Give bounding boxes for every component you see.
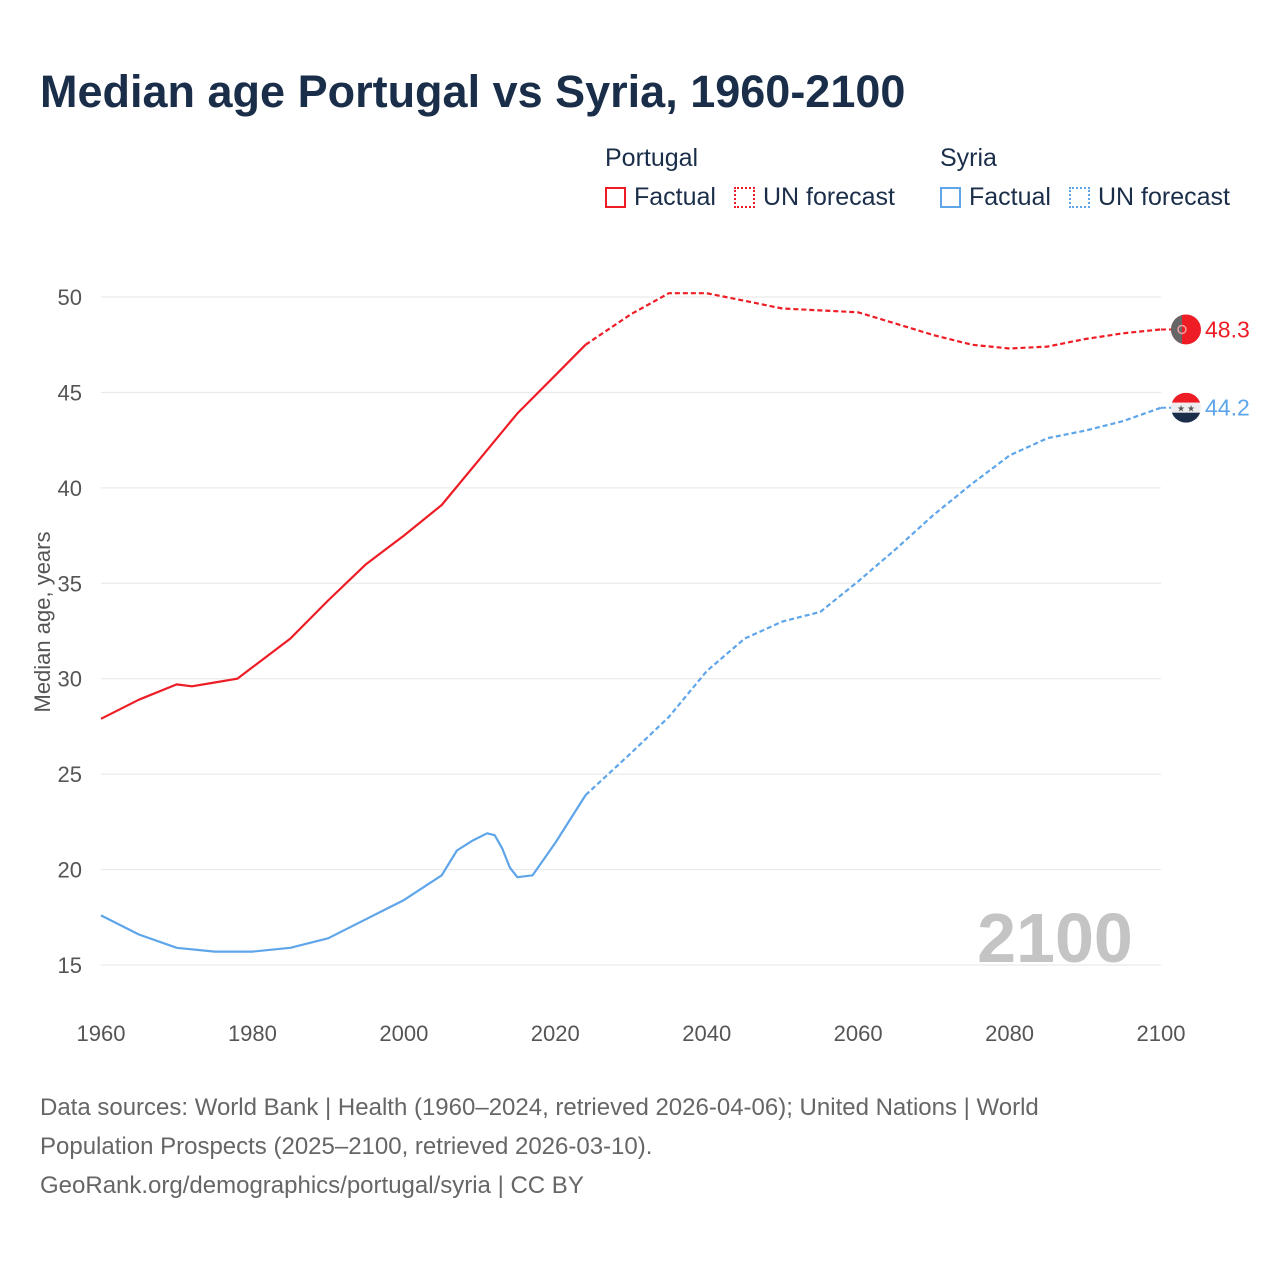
portugal-flag-icon xyxy=(1171,314,1201,345)
y-tick-label: 45 xyxy=(58,380,82,405)
legend-group-portugal: Portugal Factual UN forecast xyxy=(605,144,913,212)
flag-green xyxy=(1171,314,1182,345)
series-line-syria-factual xyxy=(100,794,587,953)
footer: Data sources: World Bank | Health (1960–… xyxy=(40,1088,1200,1205)
x-tick-label: 2040 xyxy=(682,1021,731,1046)
y-tick-label: 30 xyxy=(58,667,82,692)
legend-label: UN forecast xyxy=(1097,183,1230,211)
legend-group-name: Portugal xyxy=(605,144,699,172)
x-tick-label: 2000 xyxy=(379,1021,428,1046)
flag-red xyxy=(1171,392,1201,403)
end-value-label: 48.3 xyxy=(1205,316,1250,342)
series-line-portugal-factual xyxy=(100,343,587,720)
x-tick-label: 1980 xyxy=(228,1021,277,1046)
flag-body: ★ ★ xyxy=(1171,392,1201,423)
x-tick-label: 2020 xyxy=(531,1021,580,1046)
legend-item-syria-forecast[interactable]: UN forecast xyxy=(1068,183,1230,212)
legend-group-name: Syria xyxy=(940,144,997,172)
x-tick-label: 2100 xyxy=(1137,1021,1186,1046)
legend-swatch-solid xyxy=(605,187,626,208)
y-tick-label: 15 xyxy=(58,953,82,978)
legend-swatch-dotted xyxy=(733,187,755,208)
end-value-label: 44.2 xyxy=(1205,395,1250,421)
flag-emblem xyxy=(1177,324,1187,335)
series-line-syria-forecast xyxy=(584,406,1162,796)
legend-swatch-dotted xyxy=(1068,187,1090,208)
footer-attribution: GeoRank.org/demographics/portugal/syria … xyxy=(40,1172,584,1199)
footer-sources-line1: Data sources: World Bank | Health (1960–… xyxy=(40,1094,1039,1121)
y-tick-label: 40 xyxy=(58,476,82,501)
y-tick-label: 35 xyxy=(58,571,82,596)
series-line-portugal-forecast xyxy=(584,292,1162,350)
flag-star: ★ xyxy=(1177,404,1185,414)
x-tick-label: 2060 xyxy=(834,1021,883,1046)
legend-swatch-solid xyxy=(940,187,961,208)
chart-title: Median age Portugal vs Syria, 1960-2100 xyxy=(40,66,906,117)
legend-item-portugal-forecast[interactable]: UN forecast xyxy=(733,183,895,212)
legend-item-syria-factual[interactable]: Factual xyxy=(940,183,1051,212)
legend-group-syria: Syria Factual UN forecast xyxy=(940,144,1248,212)
flag-body xyxy=(1171,314,1201,345)
legend-item-portugal-factual[interactable]: Factual xyxy=(605,183,716,212)
line-chart: 15 20 25 30 35 40 45 50 1960 1980 2000 2020 2040 2060… xyxy=(30,285,1250,1046)
legend-label: UN forecast xyxy=(762,183,895,211)
y-tick-label: 25 xyxy=(58,762,82,787)
year-watermark: 2100 xyxy=(977,899,1133,977)
flag-black xyxy=(1171,412,1201,423)
y-axis-label: Median age, years xyxy=(30,532,55,713)
legend-label: Factual xyxy=(969,183,1051,211)
x-tick-label: 1960 xyxy=(77,1021,126,1046)
y-tick-label: 50 xyxy=(58,285,82,310)
footer-sources-line2: Population Prospects (2025–2100, retriev… xyxy=(40,1133,653,1160)
legend-label: Factual xyxy=(634,183,716,211)
y-tick-label: 20 xyxy=(58,858,82,883)
syria-flag-icon: ★ ★ xyxy=(1171,392,1201,423)
flag-white xyxy=(1171,402,1201,413)
x-tick-label: 2080 xyxy=(985,1021,1034,1046)
flag-star: ★ xyxy=(1187,404,1195,414)
